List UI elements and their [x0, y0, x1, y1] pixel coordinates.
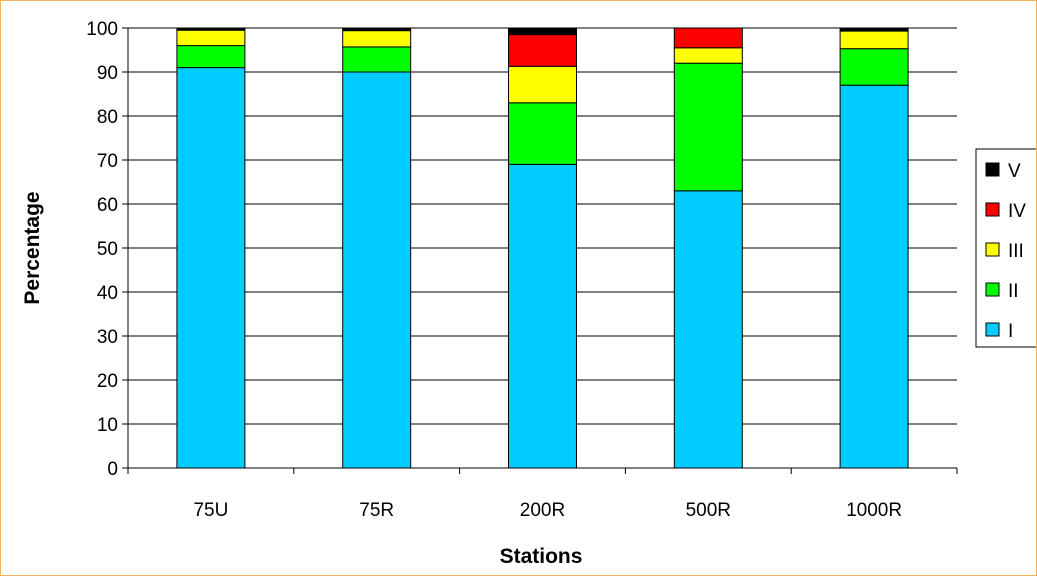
bar-segment-ii	[176, 45, 246, 69]
legend-label-iii: III	[1008, 241, 1024, 262]
bar-segment-i	[342, 71, 412, 469]
y-tick-label: 90	[97, 63, 118, 84]
bar-segment-v	[342, 27, 412, 32]
x-tick-label: 75R	[359, 500, 394, 521]
y-axis-title: Percentage	[21, 191, 44, 304]
y-tick-label: 80	[97, 107, 118, 128]
bar-segment-iii	[673, 47, 743, 64]
y-tick-label: 70	[97, 151, 118, 172]
y-tick-label: 40	[97, 283, 118, 304]
legend-swatch-ii	[985, 282, 1000, 297]
x-tick-labels: 75U 75R 200R 500R 1000R	[193, 500, 902, 521]
y-tick-labels: 0 10 20 30 40 50 60 70 80 90 100	[86, 19, 118, 480]
bar-segment-v	[508, 27, 577, 36]
bar-segment-ii	[342, 46, 412, 73]
bar-segment-ii	[508, 102, 577, 165]
bar-segment-iii	[839, 30, 909, 50]
axes	[122, 27, 958, 474]
bar-segment-iv	[673, 27, 743, 49]
x-tick-label: 500R	[686, 500, 731, 521]
legend-box	[975, 148, 1036, 348]
bar-segment-ii	[839, 48, 909, 86]
x-tick-label: 200R	[520, 500, 565, 521]
x-tick-label: 1000R	[846, 500, 902, 521]
bar-segment-iii	[508, 65, 577, 104]
bar-segment-ii	[673, 62, 743, 192]
legend-swatch-iv	[985, 202, 1000, 217]
bar-segment-i	[839, 84, 909, 469]
legend-swatch-iii	[985, 242, 1000, 257]
bar-segment-v	[176, 27, 246, 31]
bar-segment-i	[673, 190, 743, 469]
bar-segment-iii	[342, 30, 412, 48]
legend-label-ii: II	[1008, 281, 1019, 302]
x-axis-title: Stations	[500, 545, 583, 568]
bar-segment-i	[176, 67, 246, 469]
legend-label-iv: IV	[1008, 201, 1026, 222]
y-tick-label: 100	[86, 19, 118, 40]
bar-segment-v	[839, 27, 909, 32]
legend-swatch-i	[985, 322, 1000, 337]
y-tick-label: 10	[97, 415, 118, 436]
y-tick-label: 30	[97, 327, 118, 348]
x-tick-label: 75U	[193, 500, 228, 521]
legend-label-v: V	[1008, 161, 1021, 182]
legend-label-i: I	[1008, 321, 1013, 342]
bar-segment-i	[508, 163, 577, 469]
y-tick-label: 20	[97, 371, 118, 392]
bar-segment-iii	[176, 29, 246, 47]
y-tick-label: 0	[107, 459, 118, 480]
y-tick-label: 50	[97, 239, 118, 260]
bars	[176, 27, 909, 469]
legend-swatch-v	[985, 162, 1000, 177]
y-tick-label: 60	[97, 195, 118, 216]
bar-segment-iv	[508, 34, 577, 67]
